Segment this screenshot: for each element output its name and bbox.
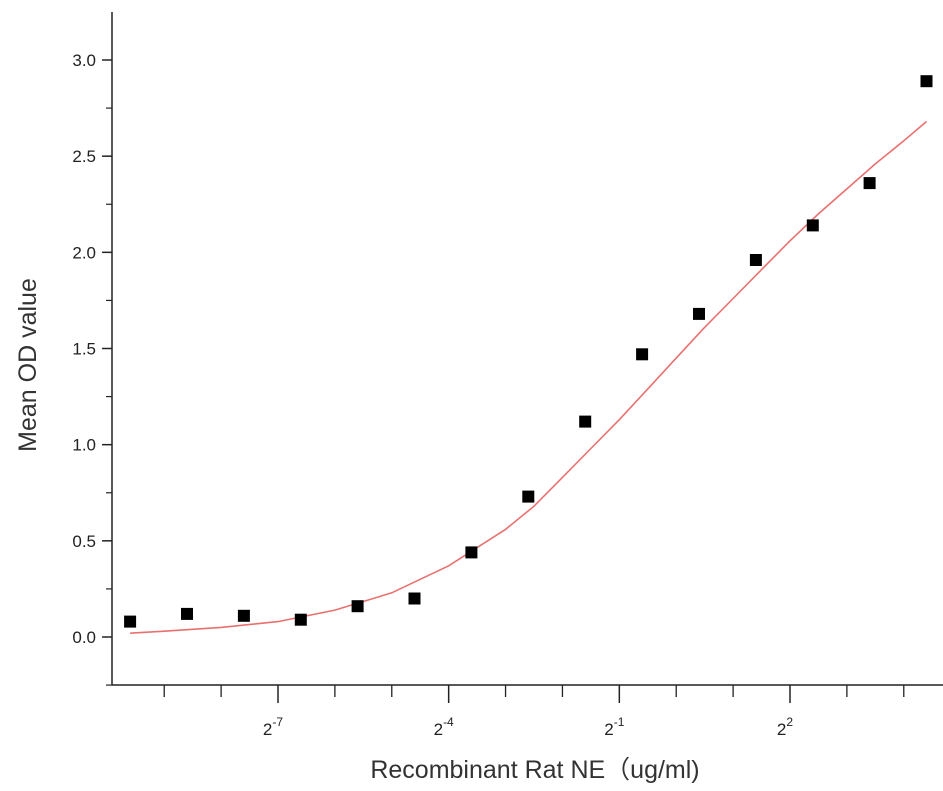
y-tick-label: 1.0	[72, 436, 96, 455]
data-point	[408, 592, 421, 605]
x-tick-label: 2-4	[434, 715, 454, 739]
data-point	[124, 615, 137, 628]
x-tick-label: 22	[777, 715, 793, 739]
data-point	[237, 609, 250, 622]
axes	[111, 12, 943, 686]
data-point	[579, 415, 592, 428]
x-tick-label: 2-7	[263, 715, 283, 739]
data-point	[465, 546, 478, 559]
data-point	[693, 307, 705, 320]
y-tick-label: 2.5	[72, 147, 96, 166]
y-axis-title: Mean OD value	[14, 278, 42, 452]
y-tick-label: 0.0	[72, 628, 96, 647]
x-tick-label: 2-1	[604, 715, 624, 739]
data-points	[124, 75, 933, 628]
y-tick-label: 0.5	[72, 532, 96, 551]
data-point	[351, 600, 364, 613]
ticks: 0.0 0.5 1.0 1.5 2.0 2.5 3.0 2-7 2-4 2-1 22	[72, 51, 905, 739]
data-point	[181, 607, 193, 620]
fit-curve-line	[130, 120, 928, 634]
data-point	[863, 177, 876, 190]
data-point	[294, 613, 307, 626]
y-tick-label: 3.0	[72, 51, 96, 70]
data-point	[636, 348, 649, 361]
data-point	[920, 75, 933, 88]
y-tick-label: 1.5	[72, 340, 96, 359]
fit-curve	[130, 120, 928, 634]
x-axis-title: Recombinant Rat NE（ug/ml)	[370, 756, 699, 784]
data-point	[806, 219, 819, 232]
data-point	[522, 490, 535, 503]
y-tick-label: 2.0	[72, 243, 96, 262]
data-point	[749, 254, 762, 266]
